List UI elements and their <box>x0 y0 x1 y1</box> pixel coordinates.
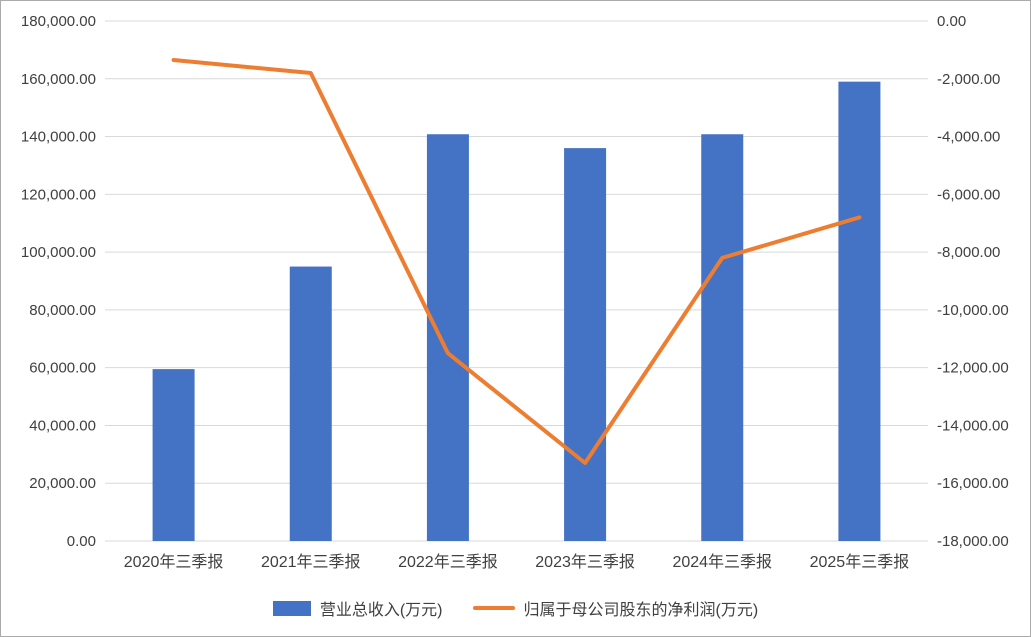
right-axis-tick-label: -10,000.00 <box>937 302 1009 319</box>
revenue-bar <box>838 81 881 542</box>
legend-line-label: 归属于母公司股东的净利润(万元) <box>523 602 759 619</box>
right-axis-tick-label: -16,000.00 <box>937 475 1009 492</box>
right-axis-tick-label: -2,000.00 <box>937 71 1000 88</box>
x-axis-label: 2024年三季报 <box>672 553 772 571</box>
x-axis-label: 2021年三季报 <box>261 553 361 571</box>
left-axis-tick-label: 140,000.00 <box>21 129 96 146</box>
legend-bar-swatch <box>272 600 311 616</box>
right-axis-tick-label: -8,000.00 <box>937 244 1000 261</box>
right-axis-tick-label: -18,000.00 <box>937 533 1009 550</box>
chart-legend: 营业总收入(万元) 归属于母公司股东的净利润(万元) <box>1 596 1030 620</box>
left-axis-tick-label: 160,000.00 <box>21 71 96 88</box>
left-axis-tick-label: 180,000.00 <box>21 13 96 30</box>
left-axis-tick-label: 120,000.00 <box>21 186 96 203</box>
revenue-bar <box>289 266 332 541</box>
legend-item-total-revenue: 营业总收入(万元) <box>272 596 443 620</box>
left-axis-tick-label: 20,000.00 <box>29 475 96 492</box>
x-axis-label: 2025年三季报 <box>810 553 910 571</box>
x-axis-label: 2020年三季报 <box>124 553 224 571</box>
right-axis-tick-label: 0.00 <box>937 13 966 30</box>
x-axis-label: 2022年三季报 <box>398 553 498 571</box>
left-axis-tick-label: 0.00 <box>67 533 96 550</box>
revenue-bar <box>152 369 195 541</box>
legend-item-net-profit: 归属于母公司股东的净利润(万元) <box>472 596 759 620</box>
revenue-bar <box>701 134 744 541</box>
revenue-bar <box>564 148 607 541</box>
net-profit-line <box>171 58 862 465</box>
left-axis-tick-label: 40,000.00 <box>29 417 96 434</box>
legend-line-swatch <box>472 606 515 610</box>
left-axis-tick-label: 100,000.00 <box>21 244 96 261</box>
right-axis-tick-label: -4,000.00 <box>937 129 1000 146</box>
chart-canvas: 180,000.00 0.00 160,000.00 -2,000.00 140,000… <box>21 13 1009 571</box>
right-axis-tick-label: -6,000.00 <box>937 186 1000 203</box>
right-axis-tick-label: -12,000.00 <box>937 360 1009 377</box>
legend-bar-label: 营业总收入(万元) <box>319 602 443 619</box>
left-axis-tick-label: 60,000.00 <box>29 360 96 377</box>
left-axis-tick-label: 80,000.00 <box>29 302 96 319</box>
x-axis-label: 2023年三季报 <box>535 553 635 571</box>
right-axis-tick-label: -14,000.00 <box>937 417 1009 434</box>
revenue-bar <box>426 134 469 541</box>
